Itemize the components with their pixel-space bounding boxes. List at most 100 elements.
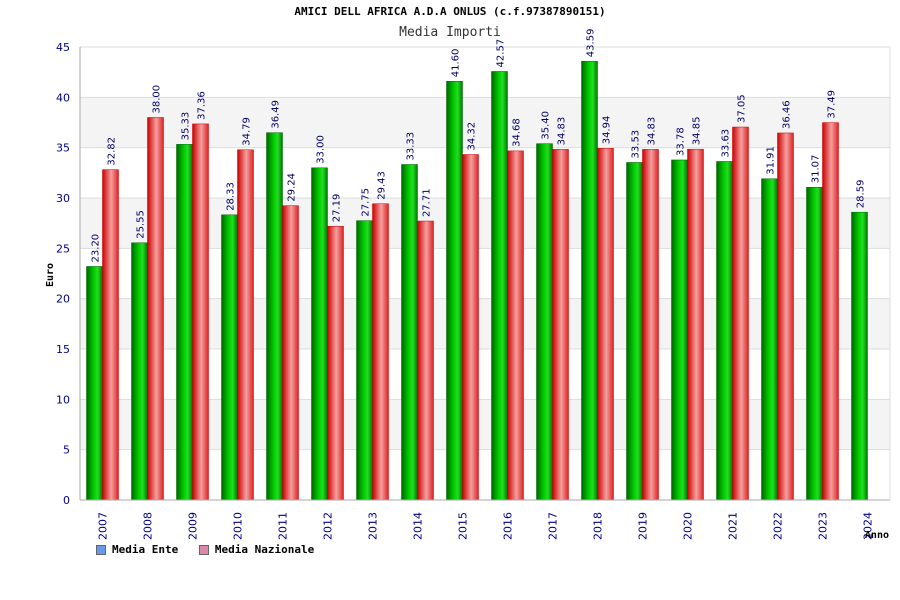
bar-media-nazionale [102,169,119,501]
legend-item-media-nazionale: Media Nazionale [198,543,315,556]
x-tick-label: 2024 [862,512,875,540]
y-tick-label: 20 [56,293,70,306]
x-tick-label: 2011 [277,512,290,540]
legend-label: Media Ente [112,543,179,556]
data-label: 34.85 [692,117,703,146]
chart-subtitle: Media Importi [399,25,501,40]
data-label: 29.24 [287,173,298,202]
bar-media-nazionale [327,226,344,501]
data-label: 38.00 [152,85,163,114]
data-label: 33.53 [631,130,642,159]
bar-media-ente [401,164,418,501]
bar-media-ente [356,220,373,501]
bar-media-ente [536,143,553,501]
grid-band [80,399,890,450]
data-label: 28.33 [226,182,237,211]
bar-media-ente [86,266,103,501]
data-label: 34.83 [557,117,568,146]
y-tick-label: 15 [56,343,70,356]
bar-media-ente [626,162,643,501]
data-label: 37.49 [827,90,838,119]
bar-media-nazionale [372,203,389,501]
data-label: 31.07 [811,155,822,184]
data-label: 37.36 [197,91,208,120]
x-tick-label: 2013 [367,512,380,540]
data-label: 23.20 [91,234,102,263]
bar-media-nazionale [687,148,704,501]
data-label: 31.91 [766,146,777,175]
y-axis-label: Euro [45,263,56,287]
bar-media-nazionale [822,122,839,501]
y-tick-label: 40 [56,91,70,104]
data-label: 28.59 [856,180,867,209]
data-label: 34.32 [467,122,478,151]
data-label: 33.33 [406,132,417,161]
legend-label: Media Nazionale [214,543,315,556]
data-label: 43.59 [586,29,597,58]
x-axis-label: Anno [865,530,889,541]
data-label: 37.05 [737,94,748,123]
bar-media-ente [176,144,193,501]
data-label: 27.71 [422,188,433,217]
data-label: 35.33 [181,112,192,141]
bar-media-nazionale [642,149,659,501]
bar-media-nazionale [192,123,209,501]
legend-item-media-ente: Media Ente [96,543,178,556]
bar-media-ente [581,60,598,501]
bar-media-nazionale [552,149,569,501]
x-tick-label: 2019 [637,512,650,540]
grid-band [80,298,890,349]
grid-band [80,47,890,98]
x-tick-label: 2017 [547,512,560,540]
bar-media-nazionale [777,132,794,501]
bar-media-ente [716,161,733,501]
data-label: 36.49 [271,100,282,129]
bar-media-ente [446,80,463,501]
data-label: 32.82 [107,137,118,166]
bar-media-ente [221,214,238,501]
grid-band [80,97,890,148]
bar-media-ente [671,159,688,501]
bar-media-nazionale [462,154,479,501]
x-tick-label: 2012 [322,512,335,540]
data-label: 34.83 [647,117,658,146]
x-tick-label: 2020 [682,512,695,540]
bar-media-nazionale [732,126,749,501]
grid-band [80,248,890,299]
data-label: 41.60 [451,49,462,78]
grid-band [80,198,890,249]
data-label: 25.55 [136,210,147,239]
bar-media-nazionale [237,149,254,501]
bar-media-ente [131,242,148,501]
x-tick-label: 2022 [772,512,785,540]
x-tick-label: 2008 [142,512,155,540]
x-tick-label: 2010 [232,512,245,540]
x-tick-label: 2007 [97,512,110,540]
bar-media-ente [311,167,328,501]
grid-band [80,147,890,198]
x-tick-label: 2016 [502,512,515,540]
data-label: 27.75 [361,188,372,217]
y-tick-label: 5 [63,444,70,457]
bar-media-ente [851,211,868,501]
data-label: 34.68 [512,118,523,147]
bar-media-nazionale [282,205,299,501]
data-label: 29.43 [377,171,388,200]
bar-media-ente [491,71,508,501]
data-label: 36.46 [782,100,793,129]
bar-media-ente [266,132,283,501]
y-tick-label: 45 [56,41,70,54]
chart-title: AMICI DELL AFRICA A.D.A ONLUS (c.f.97387… [294,5,606,18]
data-label: 35.40 [541,111,552,140]
x-tick-label: 2015 [457,512,470,540]
x-tick-label: 2023 [817,512,830,540]
grid-band [80,449,890,500]
data-label: 34.94 [602,116,613,145]
y-tick-label: 35 [56,142,70,155]
legend: Media Ente Media Nazionale [96,543,328,558]
data-label: 33.63 [721,129,732,158]
data-label: 27.19 [332,194,343,223]
y-tick-label: 30 [56,192,70,205]
bar-media-nazionale [507,150,524,501]
grid-band [80,349,890,400]
